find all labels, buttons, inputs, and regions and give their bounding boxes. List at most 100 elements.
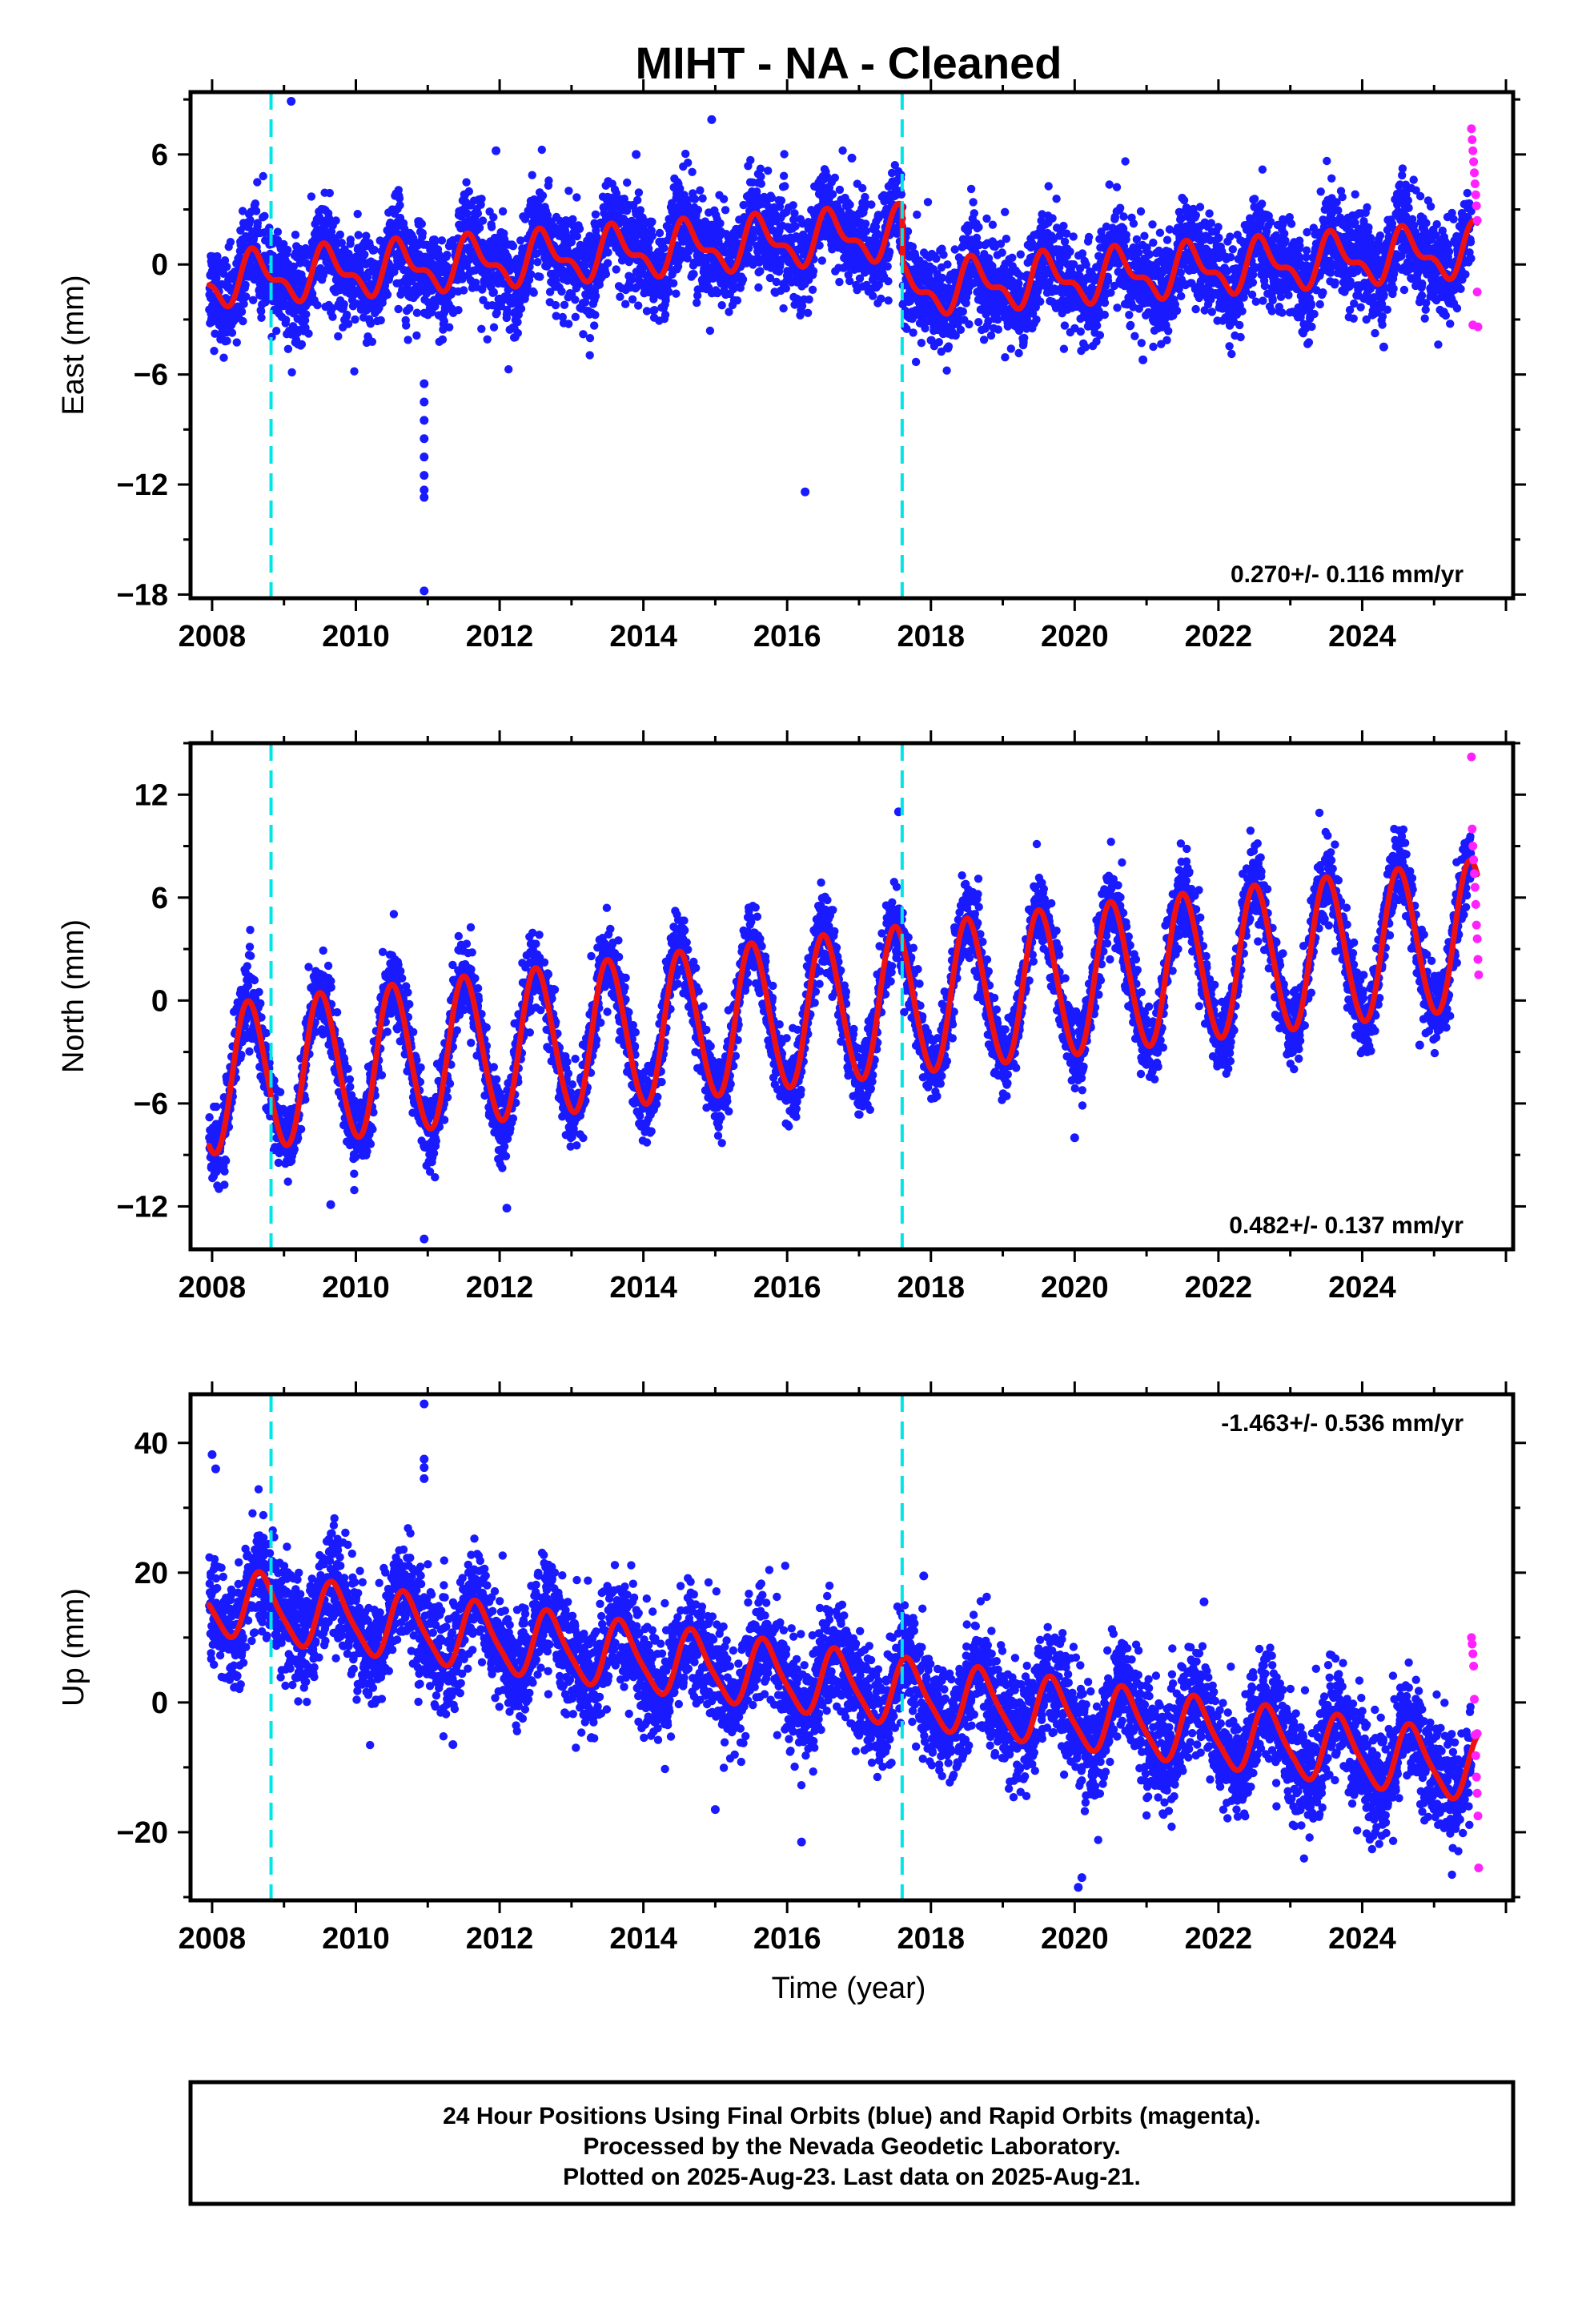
final-orbit-point bbox=[746, 155, 755, 165]
final-orbit-point bbox=[313, 300, 322, 310]
final-orbit-point bbox=[1207, 308, 1217, 316]
final-orbit-point bbox=[738, 275, 748, 284]
final-orbit-point bbox=[1066, 247, 1074, 256]
final-orbit-point bbox=[552, 312, 560, 320]
final-orbit-point bbox=[965, 320, 974, 329]
final-orbit-point bbox=[489, 213, 498, 222]
final-orbit-point bbox=[489, 287, 498, 297]
final-orbit-point bbox=[289, 262, 298, 271]
final-orbit-point bbox=[1036, 297, 1045, 306]
final-orbit-point bbox=[877, 294, 885, 304]
final-orbit-point bbox=[1001, 353, 1010, 362]
final-orbit-point bbox=[885, 247, 894, 256]
final-orbit-point bbox=[1162, 235, 1172, 244]
final-orbit-point bbox=[705, 326, 715, 336]
final-orbit-point bbox=[551, 300, 560, 310]
final-orbit-point bbox=[283, 245, 292, 255]
plot-area bbox=[205, 96, 1483, 596]
final-orbit-point bbox=[1002, 235, 1011, 243]
final-orbit-point bbox=[1060, 321, 1070, 330]
final-orbit-point bbox=[464, 187, 473, 196]
final-orbit-point bbox=[1268, 296, 1277, 305]
final-orbit-point bbox=[239, 300, 248, 308]
final-orbit-point bbox=[634, 188, 644, 197]
final-orbit-point bbox=[777, 196, 786, 205]
final-orbit-point bbox=[334, 332, 343, 341]
final-orbit-point bbox=[454, 306, 463, 315]
final-orbit-point bbox=[1226, 253, 1235, 262]
final-orbit-point bbox=[1267, 307, 1276, 316]
final-orbit-point bbox=[681, 149, 690, 159]
final-orbit-point bbox=[585, 351, 594, 360]
final-orbit-point bbox=[564, 320, 573, 328]
final-orbit-point bbox=[1130, 332, 1139, 340]
final-orbit-point bbox=[958, 307, 968, 316]
final-orbit-point bbox=[253, 219, 262, 227]
final-orbit-point bbox=[409, 234, 418, 243]
final-orbit-point bbox=[974, 223, 983, 231]
final-orbit-point bbox=[655, 228, 665, 238]
final-orbit-point bbox=[603, 259, 612, 267]
final-orbit-point bbox=[911, 357, 921, 367]
final-orbit-point bbox=[564, 187, 573, 195]
final-orbit-point bbox=[693, 291, 702, 300]
final-orbit-point bbox=[591, 292, 600, 300]
final-orbit-point bbox=[370, 245, 379, 255]
final-orbit-point bbox=[1134, 248, 1143, 257]
final-orbit-point bbox=[661, 310, 670, 320]
final-orbit-point bbox=[633, 195, 642, 205]
final-orbit-point bbox=[688, 167, 697, 176]
final-orbit-point bbox=[934, 338, 944, 347]
final-orbit-point bbox=[601, 270, 611, 279]
final-orbit-point bbox=[537, 145, 546, 155]
final-orbit-point bbox=[1148, 220, 1157, 229]
final-orbit-point bbox=[950, 245, 959, 254]
final-orbit-point bbox=[473, 209, 483, 218]
final-orbit-point bbox=[543, 211, 552, 219]
final-orbit-point bbox=[1177, 292, 1186, 300]
final-orbit-point bbox=[1129, 219, 1138, 228]
final-orbit-point bbox=[689, 270, 698, 279]
final-orbit-point bbox=[883, 262, 892, 271]
final-orbit-point bbox=[696, 186, 705, 195]
final-orbit-point bbox=[1258, 165, 1267, 174]
final-orbit-point bbox=[781, 283, 790, 293]
final-orbit-point bbox=[1164, 327, 1173, 336]
final-orbit-point bbox=[237, 308, 247, 316]
final-orbit-point bbox=[572, 193, 581, 202]
final-orbit-point bbox=[644, 244, 653, 253]
final-orbit-point bbox=[571, 312, 580, 321]
final-orbit-point bbox=[1069, 232, 1078, 241]
final-orbit-point bbox=[789, 201, 797, 210]
final-orbit-point bbox=[721, 206, 730, 215]
final-orbit-point bbox=[460, 286, 468, 295]
final-orbit-point bbox=[1266, 217, 1275, 227]
final-orbit-point bbox=[1116, 203, 1125, 212]
final-orbit-point bbox=[353, 210, 362, 219]
final-orbit-point bbox=[304, 329, 313, 338]
final-orbit-point bbox=[1121, 157, 1130, 166]
final-orbit-point bbox=[1172, 306, 1182, 316]
final-orbit-point bbox=[232, 338, 241, 347]
final-orbit-point bbox=[627, 275, 636, 284]
final-orbit-point bbox=[1126, 320, 1135, 330]
final-orbit-points bbox=[205, 96, 1476, 596]
final-orbit-point bbox=[300, 316, 310, 325]
final-orbit-point bbox=[1095, 331, 1105, 340]
final-orbit-point bbox=[571, 296, 580, 304]
final-orbit-point bbox=[295, 259, 304, 267]
final-orbit-point bbox=[1122, 231, 1131, 239]
final-orbit-point bbox=[998, 248, 1006, 257]
final-orbit-point bbox=[764, 167, 773, 175]
final-orbit-point bbox=[259, 171, 267, 181]
final-orbit-point bbox=[719, 195, 729, 203]
final-orbit-point bbox=[445, 323, 454, 332]
final-orbit-point bbox=[803, 308, 813, 317]
final-orbit-point bbox=[498, 207, 508, 216]
final-orbit-point bbox=[669, 279, 678, 287]
final-orbit-point bbox=[974, 318, 983, 327]
final-orbit-point bbox=[1076, 327, 1086, 336]
final-orbit-point bbox=[376, 316, 385, 325]
final-orbit-point bbox=[335, 230, 344, 239]
final-orbit-point bbox=[672, 289, 681, 298]
